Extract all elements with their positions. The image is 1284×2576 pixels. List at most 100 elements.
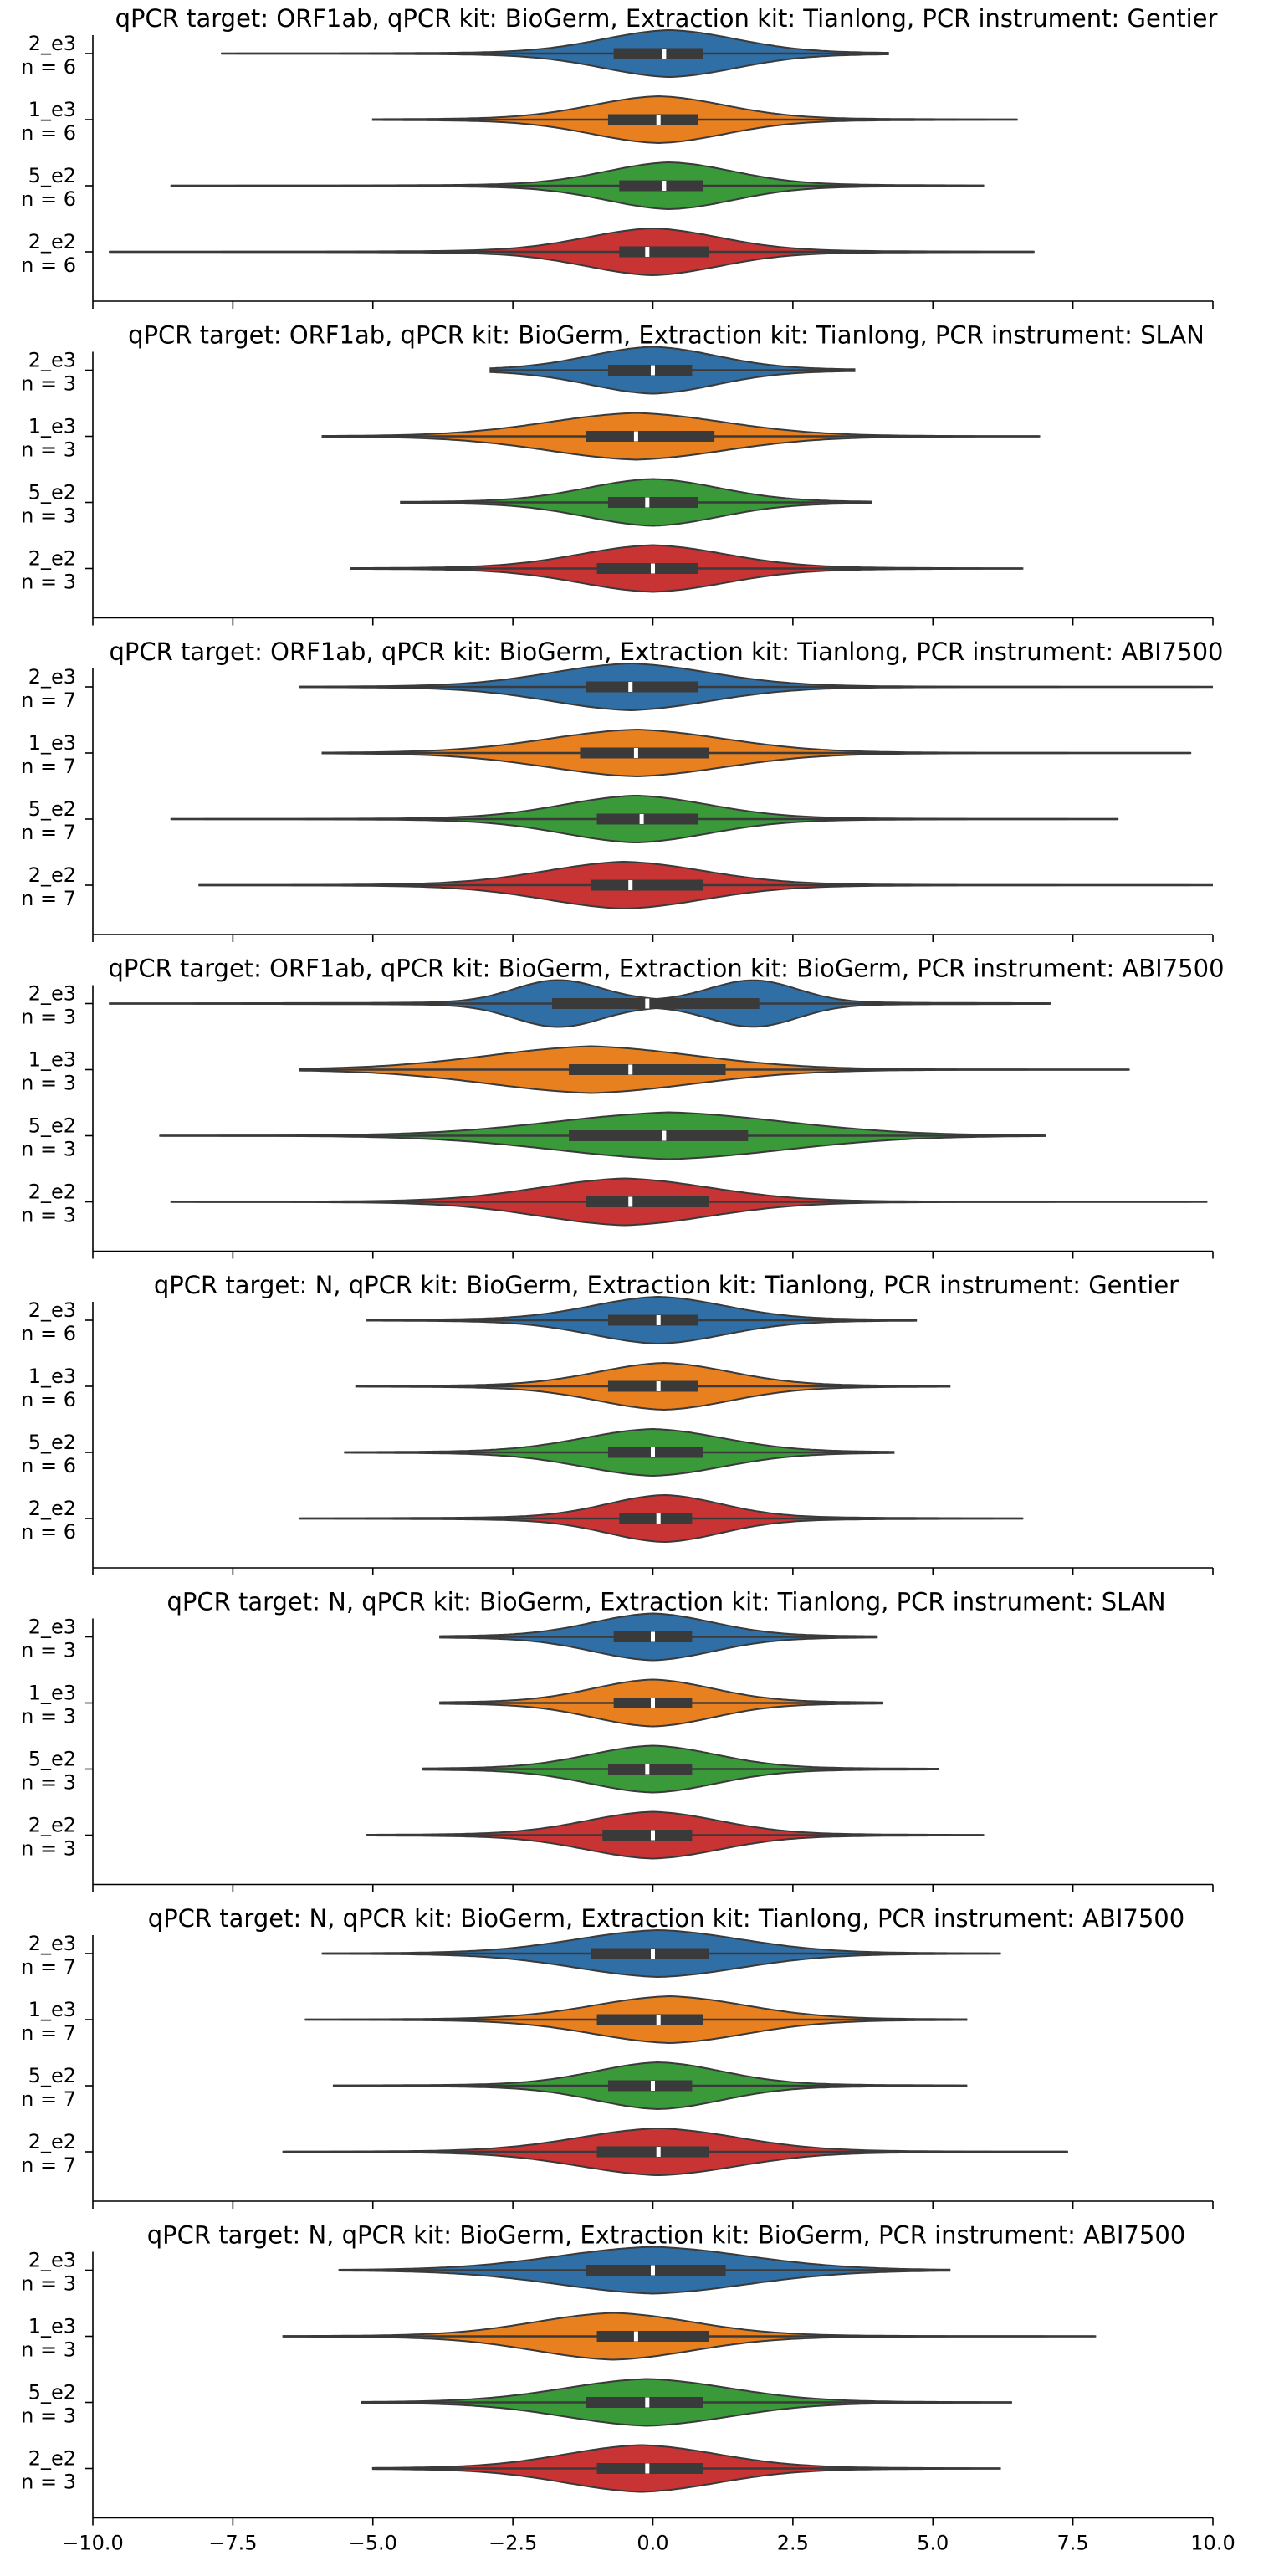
violin-iqr-box	[596, 563, 698, 574]
x-tick-label: −5.0	[349, 2532, 397, 2555]
panel-7: qPCR target: N, qPCR kit: BioGerm, Extra…	[21, 1904, 1214, 2209]
panel-title: qPCR target: N, qPCR kit: BioGerm, Extra…	[147, 2221, 1185, 2250]
violin-median-marker	[651, 1830, 655, 1841]
violin-iqr-box	[596, 2463, 703, 2474]
violin-iqr-box	[591, 1948, 709, 1959]
y-tick-label-n: n = 3	[21, 1072, 76, 1095]
panel-title: qPCR target: ORF1ab, qPCR kit: BioGerm, …	[128, 321, 1205, 350]
y-tick-label-n: n = 3	[21, 438, 76, 462]
y-tick-label-category: 2_e2	[28, 230, 76, 254]
y-tick-label-category: 5_e2	[28, 164, 76, 187]
y-tick-label-n: n = 3	[21, 372, 76, 396]
x-tick-label: −10.0	[62, 2532, 124, 2555]
violin-median-marker	[662, 1130, 667, 1141]
violin-iqr-box	[607, 114, 698, 125]
violin-iqr-box	[586, 431, 715, 442]
y-tick-label-category: 5_e2	[28, 1114, 76, 1138]
violin-iqr-box	[569, 1064, 726, 1075]
violin-median-marker	[651, 2081, 655, 2091]
y-tick-label-n: n = 3	[21, 2471, 76, 2494]
violin-iqr-box	[613, 48, 703, 59]
violin-median-marker	[628, 682, 633, 692]
y-tick-label-n: n = 3	[21, 2338, 76, 2362]
violin-median-marker	[656, 2147, 661, 2157]
violin-iqr-box	[607, 1380, 698, 1392]
violin-median-marker	[656, 1513, 661, 1524]
y-tick-label-n: n = 7	[21, 2021, 76, 2045]
y-tick-label-category: 5_e2	[28, 2381, 76, 2404]
violin-median-marker	[651, 563, 655, 574]
y-tick-label-category: 5_e2	[28, 1431, 76, 1454]
y-tick-label-category: 2_e2	[28, 1180, 76, 1204]
violin-iqr-box	[596, 2146, 709, 2158]
violin-median-marker	[645, 247, 650, 257]
y-tick-label-n: n = 3	[21, 1204, 76, 1227]
y-tick-label-category: 2_e2	[28, 2130, 76, 2153]
y-tick-label-n: n = 6	[21, 254, 76, 277]
y-tick-label-n: n = 3	[21, 504, 76, 528]
y-tick-label-n: n = 3	[21, 1705, 76, 1728]
violin-median-marker	[656, 1381, 661, 1391]
violin-median-marker	[645, 2463, 650, 2474]
x-tick-label: 7.5	[1057, 2532, 1089, 2555]
y-tick-label-category: 5_e2	[28, 797, 76, 821]
violin-iqr-box	[619, 180, 703, 192]
violin-iqr-box	[586, 1196, 709, 1207]
y-tick-label-n: n = 7	[21, 689, 76, 712]
panel-6: qPCR target: N, qPCR kit: BioGerm, Extra…	[21, 1588, 1214, 1892]
violin-median-marker	[645, 998, 650, 1009]
violin-iqr-box	[586, 2397, 703, 2408]
y-tick-label-n: n = 3	[21, 1771, 76, 1795]
y-tick-label-n: n = 7	[21, 2153, 76, 2177]
violin-median-marker	[645, 2397, 650, 2408]
violin-iqr-box	[569, 1130, 749, 1141]
y-tick-label-category: 2_e2	[28, 1497, 76, 1520]
violin-median-marker	[633, 2331, 638, 2342]
violin-median-marker	[645, 497, 650, 508]
y-tick-label-category: 1_e3	[28, 1998, 76, 2021]
violin-median-marker	[656, 1315, 661, 1325]
violin-iqr-box	[619, 1513, 693, 1524]
y-tick-label-category: 2_e3	[28, 349, 76, 372]
violin-iqr-box	[596, 2331, 709, 2342]
y-tick-label-n: n = 6	[21, 1388, 76, 1411]
panel-1: qPCR target: ORF1ab, qPCR kit: BioGerm, …	[21, 4, 1217, 309]
violin-median-marker	[656, 2015, 661, 2025]
violin-median-marker	[662, 49, 667, 59]
y-tick-label-category: 2_e3	[28, 2249, 76, 2272]
x-tick-label: 0.0	[637, 2532, 668, 2555]
y-tick-label-category: 1_e3	[28, 2315, 76, 2338]
violin-median-marker	[651, 1447, 655, 1457]
violin-median-marker	[639, 814, 644, 824]
y-tick-label-n: n = 6	[21, 1454, 76, 1477]
y-tick-label-n: n = 3	[21, 2404, 76, 2428]
violin-iqr-box	[607, 365, 693, 376]
y-tick-label-category: 2_e3	[28, 1932, 76, 1955]
x-tick-label: −2.5	[489, 2532, 537, 2555]
y-tick-label-n: n = 3	[21, 571, 76, 594]
violin-iqr-box	[551, 998, 760, 1009]
y-tick-label-n: n = 6	[21, 55, 76, 79]
y-tick-label-n: n = 3	[21, 1138, 76, 1161]
violin-median-marker	[651, 1631, 655, 1642]
y-tick-label-n: n = 6	[21, 121, 76, 145]
violin-median-marker	[656, 115, 661, 125]
panel-title: qPCR target: N, qPCR kit: BioGerm, Extra…	[166, 1588, 1165, 1616]
y-tick-label-category: 2_e2	[28, 547, 76, 571]
violin-median-marker	[628, 1196, 633, 1207]
y-tick-label-n: n = 6	[21, 1322, 76, 1345]
y-tick-label-category: 2_e2	[28, 2447, 76, 2471]
panel-5: qPCR target: N, qPCR kit: BioGerm, Extra…	[21, 1271, 1214, 1575]
violin-iqr-box	[607, 1314, 698, 1326]
y-tick-label-category: 5_e2	[28, 481, 76, 504]
violin-iqr-box	[586, 2265, 726, 2276]
x-tick-label: 2.5	[777, 2532, 809, 2555]
y-tick-label-n: n = 7	[21, 755, 76, 778]
violin-median-marker	[651, 1949, 655, 1959]
y-tick-label-category: 2_e3	[28, 982, 76, 1006]
violin-iqr-box	[596, 813, 698, 825]
violin-median-marker	[628, 880, 633, 890]
violin-iqr-box	[596, 2014, 703, 2025]
